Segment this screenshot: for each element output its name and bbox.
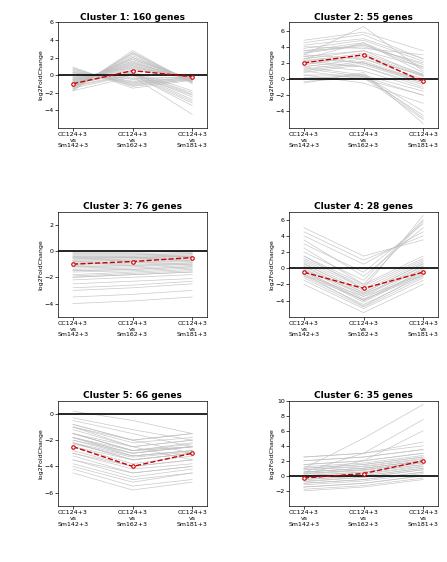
Title: Cluster 6: 35 genes: Cluster 6: 35 genes: [314, 391, 413, 400]
Title: Cluster 4: 28 genes: Cluster 4: 28 genes: [314, 202, 413, 211]
Y-axis label: log2FoldChange: log2FoldChange: [38, 239, 43, 289]
Title: Cluster 5: 66 genes: Cluster 5: 66 genes: [83, 391, 182, 400]
Y-axis label: log2FoldChange: log2FoldChange: [38, 428, 43, 479]
Y-axis label: log2FoldChange: log2FoldChange: [269, 428, 274, 479]
Y-axis label: log2FoldChange: log2FoldChange: [269, 49, 274, 101]
Y-axis label: log2FoldChange: log2FoldChange: [269, 239, 274, 289]
Title: Cluster 2: 55 genes: Cluster 2: 55 genes: [314, 13, 413, 22]
Title: Cluster 1: 160 genes: Cluster 1: 160 genes: [80, 13, 185, 22]
Title: Cluster 3: 76 genes: Cluster 3: 76 genes: [83, 202, 182, 211]
Y-axis label: log2FoldChange: log2FoldChange: [38, 49, 43, 101]
